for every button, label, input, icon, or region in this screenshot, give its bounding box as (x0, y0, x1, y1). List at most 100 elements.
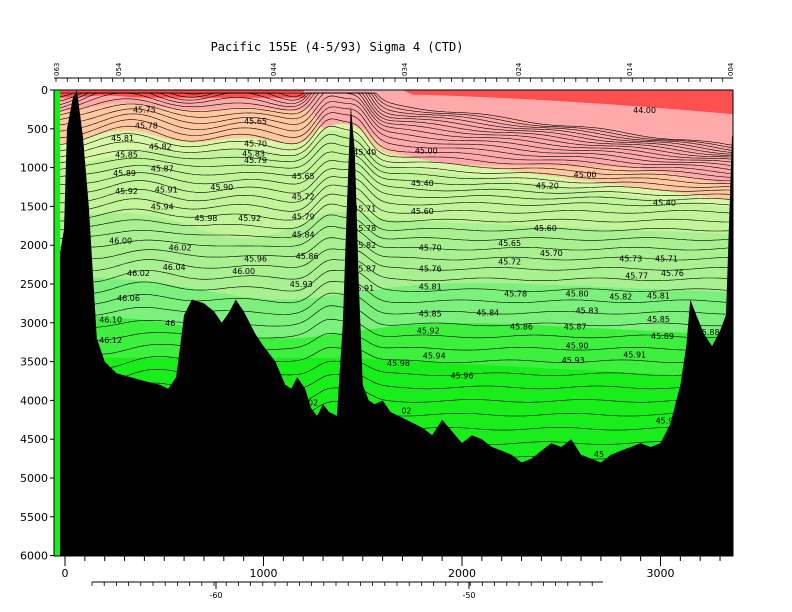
contour-line (59, 134, 733, 185)
y-axis-depth: 0 500 1000 1500 2000 2500 3000 3500 4000 4500 5000… (20, 84, 54, 563)
contour-line (59, 269, 733, 294)
contour-label: 45.93 (290, 280, 313, 289)
contour-label: 45.00 (574, 171, 597, 180)
y-tick-label: 3000 (20, 317, 48, 330)
contour-label: 46.02 (127, 269, 150, 278)
contour-line (59, 360, 733, 384)
contour-label: 45.81 (647, 292, 670, 301)
contour-label: 45.96 (244, 254, 267, 263)
contour-line (59, 112, 733, 175)
contour-line (59, 193, 733, 223)
contour-label: 45.82 (609, 292, 632, 301)
contour-line (59, 92, 733, 160)
x-axis-distance: 0 1000 2000 3000 (54, 555, 733, 580)
contour-label: 45.98 (387, 359, 410, 368)
station-label: 054 (115, 62, 123, 76)
contour-label: 45.89 (651, 332, 674, 341)
contour-lines (59, 92, 733, 504)
y-tick-label: 4500 (20, 433, 48, 446)
station-label: 044 (270, 62, 278, 76)
contour-label: 45.77 (625, 271, 648, 280)
contour-label: 45.81 (111, 134, 134, 143)
contour-label: 45.82 (149, 143, 172, 152)
x-tick-label: 2000 (448, 567, 476, 580)
contour-label: 45.78 (504, 289, 527, 298)
bottom-topography (60, 90, 733, 556)
y-tick-label: 3500 (20, 356, 48, 369)
contour-line (59, 151, 733, 192)
contour-line (59, 203, 733, 232)
station-label: 063 (53, 63, 61, 76)
contour-label: 45.94 (151, 202, 174, 211)
contour-label: 45.71 (655, 254, 678, 263)
y-tick-label: 2000 (20, 239, 48, 252)
contour-label: 02 (308, 399, 318, 408)
contour-label: 45.60 (411, 207, 434, 216)
contour-line (59, 347, 733, 369)
y-tick-label: 500 (27, 123, 48, 136)
contour-line (60, 184, 733, 214)
station-label: 034 (401, 62, 409, 76)
contour-line (59, 92, 733, 158)
contour-label: 45.79 (292, 212, 315, 221)
bottom-tick-label: -50 (462, 591, 475, 600)
contour-label: 45.91 (351, 284, 374, 293)
contour-label: 45.9 (656, 417, 674, 426)
contour-label: 45.65 (244, 117, 267, 126)
contour-label: 45.87 (564, 323, 587, 332)
contour-label: 45.84 (476, 309, 499, 318)
contour-line (59, 176, 733, 207)
contour-label: 45.40 (353, 148, 376, 157)
contour-line (59, 160, 733, 196)
y-tick-label: 5500 (20, 511, 48, 524)
contour-label: 45.90 (210, 183, 233, 192)
contour-label: 45.89 (113, 169, 136, 178)
contour-label: 45.87 (353, 264, 376, 273)
contour-label: 45.98 (194, 214, 217, 223)
contour-line (60, 237, 733, 261)
contour-line (59, 248, 733, 271)
contour-line (59, 214, 733, 241)
contour-label: 46.10 (99, 316, 122, 325)
contour-labels: 45.7545.7845.8145.8245.8545.8745.8945.91… (99, 105, 719, 459)
contour-label: 45.93 (562, 356, 585, 365)
contour-label: 45.75 (133, 105, 156, 114)
contour-label: 45.85 (647, 315, 670, 324)
contour-line (59, 333, 733, 355)
contour-label: 45.78 (135, 122, 158, 131)
bottom-tick-label: -60 (209, 591, 222, 600)
contour-label: 45.78 (353, 224, 376, 233)
contour-label: 45.60 (534, 224, 557, 233)
contour-label: 45.91 (155, 185, 178, 194)
y-tick-label: 1500 (20, 200, 48, 213)
contour-label: 46 (165, 319, 175, 328)
contour-label: 45.79 (244, 156, 267, 165)
y-tick-label: 4000 (20, 394, 48, 407)
contour-label: 45.83 (576, 306, 599, 315)
contour-line (60, 305, 733, 328)
fill-red-patch (402, 90, 733, 114)
contour-label: 45.72 (292, 192, 315, 201)
contour-label: 45.73 (619, 254, 642, 263)
contour-label: 45.40 (653, 199, 676, 208)
station-label: 014 (626, 62, 634, 76)
contour-line (59, 92, 733, 155)
contour-line (59, 259, 733, 283)
contour-label: 45.70 (419, 244, 442, 253)
contour-label: 45.80 (566, 289, 589, 298)
contour-label: 45.82 (353, 241, 376, 250)
y-tick-label: 5000 (20, 472, 48, 485)
contour-line (59, 92, 733, 156)
contour-label: 46.12 (99, 336, 122, 345)
x-tick-label: 3000 (647, 567, 675, 580)
contour-label: 45.94 (423, 351, 446, 360)
x-tick-label: 1000 (250, 567, 278, 580)
contour-label: 46.02 (169, 244, 192, 253)
contour-label: 45.90 (566, 341, 589, 350)
contour-label: 45.92 (417, 327, 440, 336)
contour-label: 45.00 (415, 147, 438, 156)
contour-label: 45.71 (353, 205, 376, 214)
contour-label: 45.70 (540, 249, 563, 258)
contour-line (59, 95, 733, 163)
